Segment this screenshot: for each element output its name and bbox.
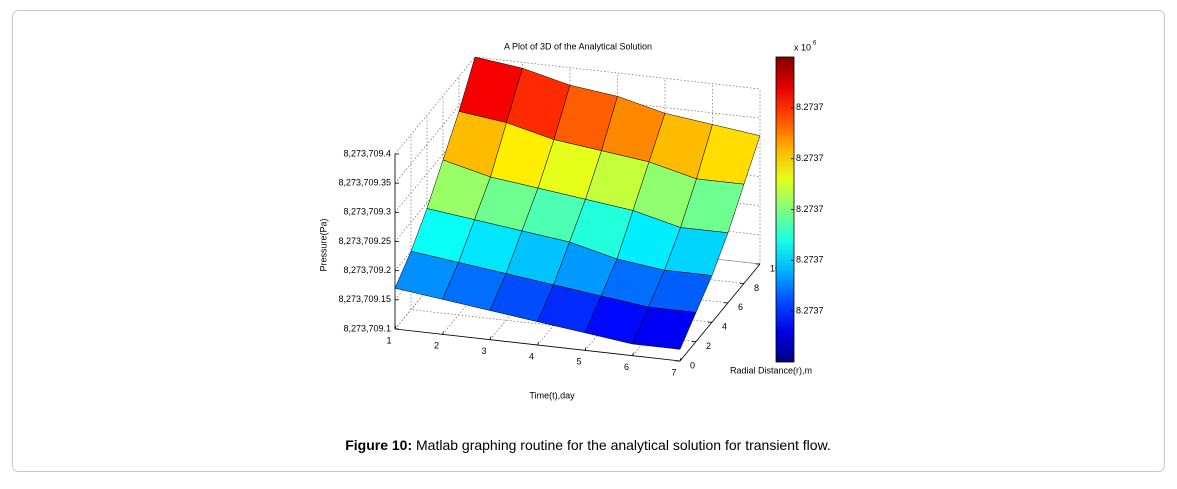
x-tick-label: 7 xyxy=(671,367,676,377)
colorbar-tick-label: 8.2737 xyxy=(796,153,824,163)
plot: 1 2 3 4 5 6 7 0 2 4 6 8 10 8,273,709.1 8,273,709.15 8,2… xyxy=(338,56,824,377)
y-axis xyxy=(679,263,761,362)
x-tick xyxy=(394,325,397,330)
caption-text: Matlab graphing routine for the analytic… xyxy=(412,437,831,453)
x-tick xyxy=(442,331,444,335)
z-tick-label: 8,273,709.15 xyxy=(338,294,391,304)
x-tick-label: 4 xyxy=(529,351,534,361)
y-tick-label: 2 xyxy=(706,341,711,351)
z-tick-label: 8,273,709.1 xyxy=(343,323,391,333)
z-tick-label: 8,273,709.2 xyxy=(343,265,391,275)
z-axis-label: Pressure(Pa) xyxy=(318,218,328,271)
x-tick-label: 6 xyxy=(624,362,629,372)
colorbar-tick-label: 8.2737 xyxy=(796,102,824,112)
x-grid-line xyxy=(679,89,761,362)
x-tick-label: 5 xyxy=(576,357,581,367)
y-tick-label: 10 xyxy=(770,263,780,273)
y-axis-label: Radial Distance(r),m xyxy=(730,365,812,375)
x-tick-label: 1 xyxy=(386,335,391,345)
x-tick-label: 3 xyxy=(481,346,486,356)
y-tick-label: 8 xyxy=(754,283,759,293)
x-axis-label: Time(t),day xyxy=(529,390,575,400)
x-tick xyxy=(584,347,587,351)
colorbar-exponent: 6 xyxy=(813,41,817,47)
y-tick-label: 4 xyxy=(722,322,727,332)
caption: Figure 10: Matlab graphing routine for t… xyxy=(345,437,831,453)
y-tick-label: 6 xyxy=(738,302,743,312)
x-tick xyxy=(537,341,539,346)
x-tick-label: 2 xyxy=(434,341,439,351)
colorbar-tick-label: 8.2737 xyxy=(796,204,824,214)
x-tick xyxy=(679,357,682,362)
caption-label: Figure 10: xyxy=(345,437,412,453)
z-tick-label: 8,273,709.25 xyxy=(338,236,391,246)
x-tick xyxy=(489,336,492,340)
y-tick-label: 0 xyxy=(690,360,695,370)
chart-title: A Plot of 3D of the Analytical Solution xyxy=(504,41,652,51)
z-tick-label: 8,273,709.4 xyxy=(343,148,391,158)
z-tick-label: 8,273,709.3 xyxy=(343,207,391,217)
colorbar-tick-label: 8.2737 xyxy=(796,255,824,265)
z-tick-label: 8,273,709.35 xyxy=(338,178,391,188)
colorbar-scale: x 10 xyxy=(794,42,811,52)
x-tick xyxy=(632,352,634,356)
colorbar-tick-label: 8.2737 xyxy=(796,306,824,316)
surface-cell xyxy=(632,306,697,350)
